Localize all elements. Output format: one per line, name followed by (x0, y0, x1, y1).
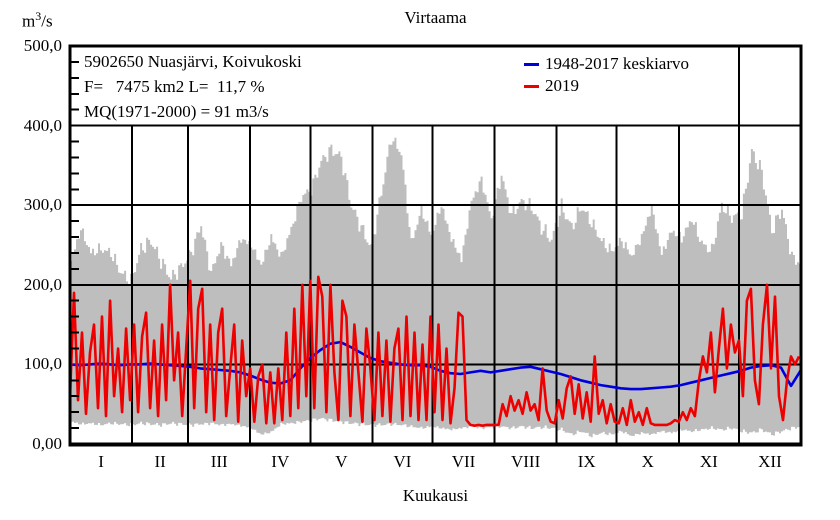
month-tick-label: I (98, 452, 104, 471)
month-tick-label: XII (758, 452, 782, 471)
min-max-band (70, 137, 801, 438)
legend-item-2019: 2019 (524, 75, 579, 97)
unit-exponent: 3 (35, 9, 42, 23)
month-tick-label: II (154, 452, 166, 471)
month-tick-label: IV (271, 452, 290, 471)
month-tick-label: VI (393, 452, 412, 471)
station-id-name: 5902650 Nuasjärvi, Koivukoski (84, 52, 302, 71)
month-tick-label: X (641, 452, 654, 471)
y-tick-label: 400,0 (23, 115, 62, 135)
month-tick-label: III (210, 452, 228, 471)
info-box-background (69, 45, 740, 127)
y-tick-label: 200,0 (23, 274, 62, 294)
mean-flow-info: MQ(1971-2000) = 91 m3/s (84, 102, 269, 121)
x-axis-label: Kuukausi (402, 486, 469, 505)
unit-prefix: m (22, 11, 36, 31)
year-2019-line (68, 275, 801, 428)
legend-label-2019: 2019 (545, 76, 579, 95)
month-tick-label: IX (577, 452, 596, 471)
legend-item-mean: 1948-2017 keskiarvo (524, 53, 689, 75)
y-tick-label: 300,0 (23, 195, 62, 215)
station-info-box: 5902650 Nuasjärvi, Koivukoski F= 7475 km… (84, 49, 302, 124)
month-tick-label: V (335, 452, 348, 471)
y-axis-unit-label: m3/s (22, 5, 53, 33)
y-tick-label: 0,00 (32, 434, 62, 453)
month-tick-label: VIII (510, 452, 541, 471)
mean-line-swatch (524, 62, 539, 66)
catchment-info: F= 7475 km2 L= 11,7 % (84, 77, 265, 96)
legend-label-mean: 1948-2017 keskiarvo (545, 54, 690, 73)
month-tick-label: VII (451, 452, 476, 471)
month-tick-label: XI (699, 452, 718, 471)
unit-suffix: /s (41, 11, 53, 31)
y-minor-ticks (71, 60, 79, 430)
y-tick-label: 500,0 (23, 36, 62, 55)
year-line-swatch (524, 84, 539, 88)
y-tick-label: 100,0 (23, 354, 62, 374)
chart-title: Virtaama (404, 8, 467, 27)
